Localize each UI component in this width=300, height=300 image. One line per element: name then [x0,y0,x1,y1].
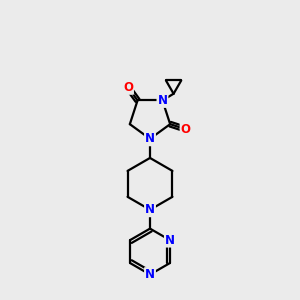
Text: N: N [145,132,155,145]
Text: N: N [145,203,155,216]
Text: O: O [181,123,190,136]
Text: N: N [145,268,155,281]
Text: N: N [158,94,167,107]
Text: O: O [123,81,133,94]
Text: N: N [165,234,175,247]
